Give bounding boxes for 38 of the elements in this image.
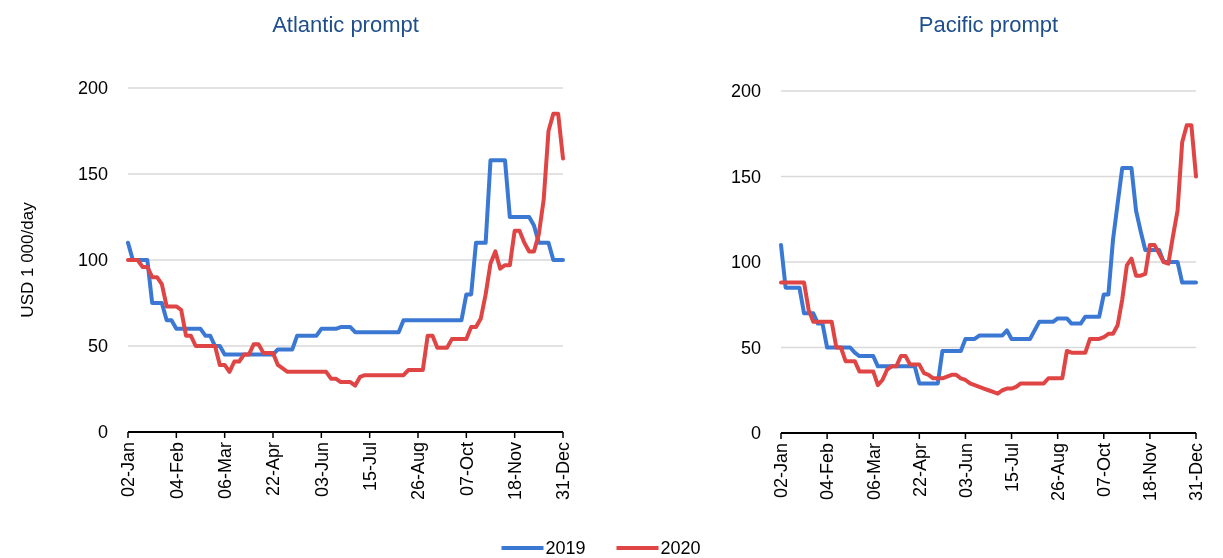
x-tick-label: 22-Apr — [263, 442, 284, 497]
legend-label: 2019 — [545, 538, 586, 558]
x-tick-label: 18-Nov — [504, 442, 525, 501]
y-axis-title: USD 1 000/day — [18, 201, 37, 318]
x-tick-label: 15-Jul — [1001, 443, 1022, 493]
x-tick-label: 18-Nov — [1140, 443, 1161, 502]
chart-title: Pacific prompt — [918, 12, 1059, 37]
x-tick-label: 07-Oct — [456, 442, 477, 497]
y-tick-label: 50 — [740, 337, 761, 358]
y-tick-label: 0 — [97, 422, 108, 443]
x-tick-label: 03-Jun — [955, 443, 976, 499]
x-tick-label: 22-Apr — [909, 443, 930, 498]
x-tick-label: 02-Jan — [771, 443, 792, 499]
x-tick-label: 31-Dec — [1186, 443, 1207, 502]
x-tick-label: 06-Mar — [214, 442, 235, 500]
chart-title: Atlantic prompt — [272, 12, 419, 37]
x-tick-label: 03-Jun — [311, 442, 332, 498]
line-series — [126, 158, 565, 357]
y-tick-label: 0 — [750, 423, 761, 444]
y-tick-label: 100 — [77, 250, 108, 271]
x-tick-label: 31-Dec — [553, 442, 574, 501]
x-tick-label: 07-Oct — [1094, 443, 1115, 498]
y-tick-label: 150 — [77, 164, 108, 185]
x-tick-label: 02-Jan — [118, 442, 139, 498]
x-tick-label: 15-Jul — [359, 442, 380, 492]
y-tick-label: 150 — [730, 166, 761, 187]
y-tick-label: 200 — [77, 78, 108, 99]
legend-label: 2020 — [660, 538, 701, 558]
y-tick-label: 100 — [730, 252, 761, 273]
x-tick-label: 04-Feb — [817, 443, 838, 501]
y-tick-label: 50 — [87, 336, 108, 357]
y-tick-label: 200 — [730, 81, 761, 102]
x-tick-label: 06-Mar — [863, 443, 884, 501]
x-tick-label: 26-Aug — [408, 442, 429, 501]
x-tick-label: 26-Aug — [1047, 443, 1068, 502]
line-series — [779, 123, 1198, 396]
line-series — [126, 111, 565, 388]
x-tick-label: 04-Feb — [166, 442, 187, 500]
